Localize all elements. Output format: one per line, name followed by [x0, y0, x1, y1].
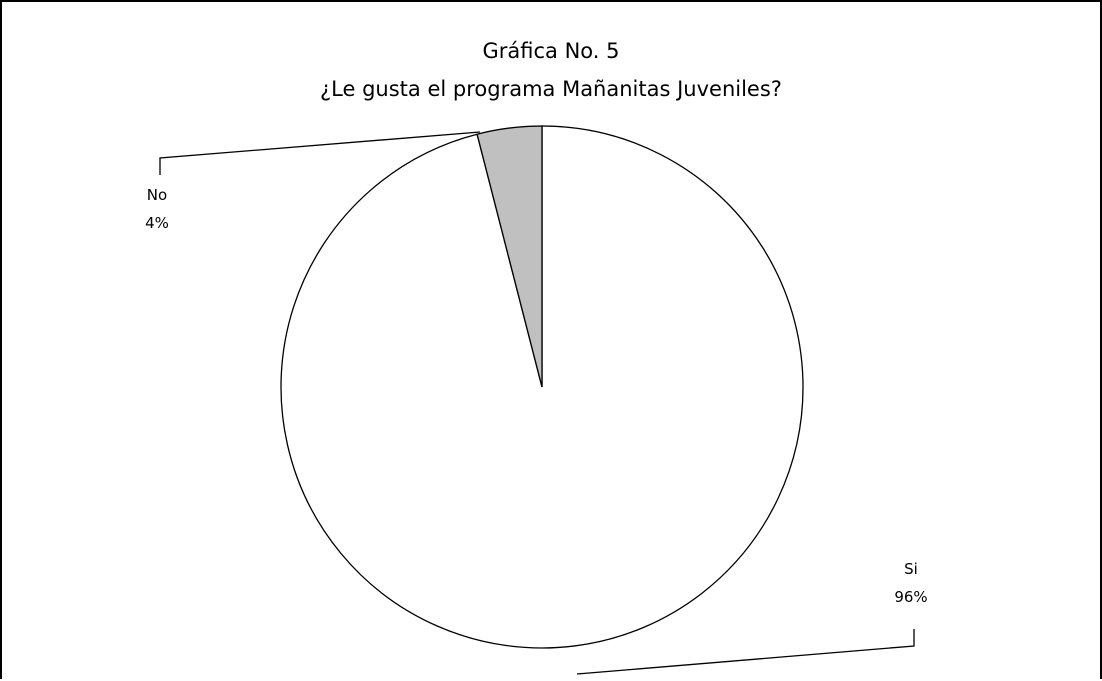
slice-si-name-label: Si [904, 560, 918, 578]
pie-slice-no [476, 125, 543, 388]
chart-title: Gráfica No. 5 [482, 39, 620, 63]
slice-si-percent-label: 96% [894, 588, 927, 606]
slice-no-name-label: No [147, 186, 167, 204]
callout-line-si [576, 629, 915, 675]
pie-labels: No 4% Si 96% [145, 186, 928, 606]
pie-slices [280, 125, 804, 649]
slice-no-percent-label: 4% [145, 214, 169, 232]
callout-line-no [159, 131, 481, 175]
pie-callouts [159, 131, 915, 675]
chart-subtitle: ¿Le gusta el programa Mañanitas Juvenile… [320, 77, 782, 101]
